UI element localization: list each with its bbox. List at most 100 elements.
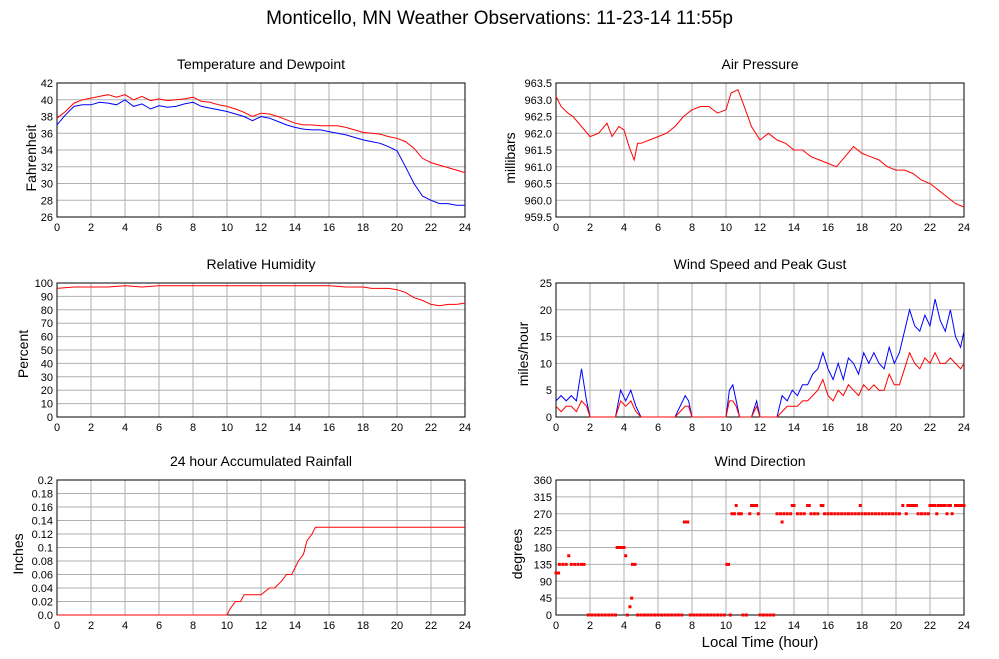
y-tick-label: 20 [41, 385, 53, 397]
data-point [916, 512, 920, 516]
x-tick-label: 18 [357, 222, 369, 234]
y-tick-label: 0 [47, 412, 53, 424]
data-point [880, 512, 884, 516]
x-tick-label: 12 [255, 620, 267, 632]
data-point [904, 512, 908, 516]
data-point [580, 562, 583, 566]
humidity-panel: Relative Humidity Percent 0 2 4 6 8 10 12 14 16 1… [0, 250, 480, 450]
data-point [636, 613, 640, 617]
wind-chart-title: Wind Speed and Peak Gust [673, 256, 847, 272]
data-point [826, 512, 830, 516]
x-tick-label: 20 [391, 620, 403, 632]
data-point [576, 562, 580, 566]
data-point [646, 613, 650, 617]
data-point [782, 512, 786, 516]
x-tick-label: 10 [221, 620, 233, 632]
x-tick-label: 6 [655, 222, 661, 234]
data-point [649, 613, 653, 617]
x-tick-label: 14 [788, 620, 800, 632]
y-tick-label: 70 [41, 318, 53, 330]
data-point [947, 504, 951, 507]
y-tick-label: 28 [41, 195, 53, 207]
data-point [756, 512, 760, 516]
data-point [739, 512, 743, 516]
x-tick-label: 16 [323, 620, 335, 632]
data-point [633, 562, 637, 566]
data-point [962, 504, 966, 507]
data-point [750, 504, 753, 507]
data-point [765, 613, 769, 617]
data-point [614, 613, 617, 617]
x-tick-label: 2 [88, 222, 94, 234]
data-point [960, 504, 964, 507]
x-tick-label: 18 [856, 620, 868, 632]
data-point [676, 613, 680, 617]
data-point [682, 520, 686, 524]
data-point [712, 613, 716, 617]
data-point [954, 504, 957, 507]
plot-frame [56, 82, 466, 218]
y-tick-label: 961.5 [524, 145, 552, 157]
y-tick-label: 45 [540, 593, 552, 605]
data-point [948, 504, 952, 507]
data-point [730, 512, 734, 516]
x-tick-label: 22 [924, 422, 936, 434]
data-point [758, 613, 762, 617]
x-tick-label: 8 [689, 222, 695, 234]
x-tick-label: 16 [323, 222, 335, 234]
y-tick-label: 0.06 [32, 570, 53, 582]
x-tick-label: 8 [689, 620, 695, 632]
x-tick-label: 18 [357, 422, 369, 434]
y-tick-label: 100 [35, 278, 53, 290]
data-point [748, 512, 752, 516]
y-tick-label: 10 [540, 358, 552, 370]
data-point [935, 512, 939, 516]
data-point [867, 512, 871, 516]
pressure-chart-title: Air Pressure [721, 56, 799, 72]
humidity-chart: 0 2 4 6 8 10 12 14 16 18 20 22 240102030405060708090… [35, 278, 471, 434]
x-tick-label: 4 [122, 620, 128, 632]
y-tick-label: 360 [534, 475, 552, 487]
y-tick-label: 0.0 [38, 610, 53, 622]
data-point [940, 504, 944, 507]
x-tick-label: 14 [788, 422, 800, 434]
data-point [790, 504, 794, 507]
x-tick-label: 12 [255, 422, 267, 434]
data-point [908, 504, 912, 507]
data-point [680, 613, 684, 617]
data-point [728, 613, 732, 617]
x-tick-label: 24 [459, 422, 471, 434]
pressure-y-axis-label: millibars [502, 132, 518, 184]
y-tick-label: 32 [41, 162, 53, 174]
data-point [610, 613, 614, 617]
data-point [937, 504, 940, 507]
data-point [642, 613, 646, 617]
y-tick-label: 963.0 [524, 95, 552, 107]
x-tick-label: 22 [425, 620, 437, 632]
data-point [942, 504, 946, 507]
data-point [789, 512, 793, 516]
data-point [819, 504, 823, 507]
data-point [870, 512, 874, 516]
data-point [785, 512, 789, 516]
y-tick-label: 0.02 [32, 597, 53, 609]
x-tick-label: 14 [289, 222, 301, 234]
data-point [673, 613, 677, 617]
temperature-chart-title: Temperature and Dewpoint [176, 56, 346, 72]
data-point [684, 520, 688, 524]
x-tick-label: 16 [822, 422, 834, 434]
x-tick-label: 0 [553, 222, 559, 234]
data-point [666, 613, 670, 617]
data-point [600, 613, 604, 617]
data-point [573, 562, 577, 566]
data-point [931, 504, 935, 507]
data-point [816, 512, 820, 516]
x-tick-label: 20 [391, 222, 403, 234]
data-point [857, 512, 861, 516]
data-point [920, 512, 923, 516]
series-line [56, 99, 465, 206]
x-tick-label: 18 [856, 222, 868, 234]
data-point [930, 504, 934, 507]
